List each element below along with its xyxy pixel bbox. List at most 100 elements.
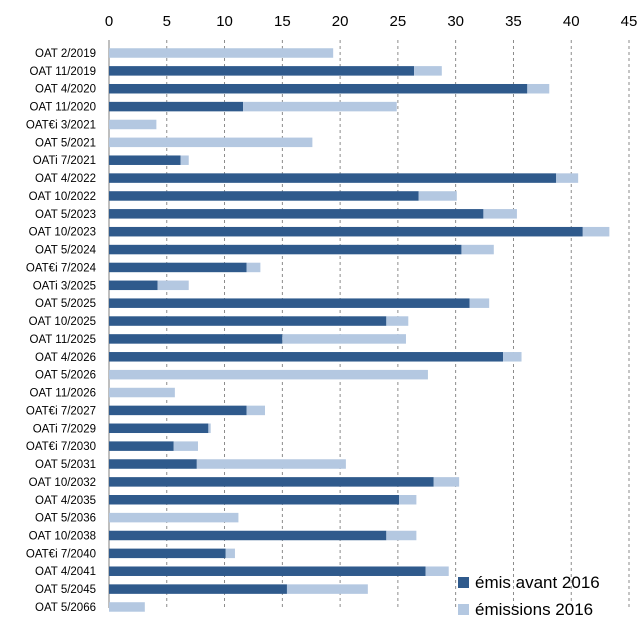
bar-segment-emis-avant-2016	[109, 352, 504, 362]
x-tick-label: 40	[563, 13, 580, 30]
legend-swatch	[458, 604, 469, 615]
bar-segment-emissions-2016	[282, 334, 406, 344]
bar-segment-emis-avant-2016	[109, 441, 174, 451]
bar-segment-emissions-2016	[418, 191, 457, 201]
x-tick-label: 25	[390, 13, 407, 30]
legend-swatch	[458, 577, 469, 588]
bar-segment-emissions-2016	[196, 459, 346, 469]
bar-segment-emissions-2016	[386, 316, 409, 326]
category-label: OAT 11/2020	[30, 102, 97, 114]
bar-segment-emissions-2016	[556, 173, 579, 183]
bar-segment-emissions-2016	[225, 548, 235, 559]
bar-segment-emissions-2016	[425, 566, 449, 576]
bar-segment-emissions-2016	[286, 584, 368, 594]
bar-segment-emissions-2016	[180, 155, 189, 165]
bar-segment-emissions-2016	[109, 387, 175, 398]
category-label: OAT 10/2022	[29, 191, 96, 203]
category-label: OAT€i 7/2030	[26, 441, 96, 453]
category-label: OAT 5/2025	[35, 298, 96, 310]
category-label: OAT 11/2026	[30, 388, 97, 400]
category-label: OAT 5/2036	[35, 513, 96, 525]
category-label: OAT€i 7/2040	[26, 548, 96, 560]
bar-segment-emissions-2016	[109, 602, 145, 612]
category-label: OAT 5/2045	[35, 584, 96, 596]
bar-layer	[109, 48, 610, 612]
category-label: OAT 5/2026	[35, 370, 96, 382]
bar-segment-emis-avant-2016	[109, 226, 583, 237]
bar-segment-emissions-2016	[399, 495, 417, 505]
category-labels: OAT 2/2019 OAT 11/2019 OAT 4/2020 OAT 11/20…	[26, 48, 97, 614]
bar-segment-emissions-2016	[243, 101, 397, 112]
bar-segment-emis-avant-2016	[109, 459, 197, 469]
x-tick-label: 10	[216, 13, 233, 30]
bar-segment-emis-avant-2016	[109, 530, 387, 541]
category-label: OAT 4/2020	[35, 84, 96, 96]
x-tick-label: 45	[621, 13, 638, 30]
x-tick-label: 20	[332, 13, 349, 30]
category-label: OAT€i 7/2024	[26, 262, 97, 274]
bar-segment-emissions-2016	[461, 244, 494, 255]
category-label: OAT 4/2022	[35, 173, 96, 185]
category-label: OAT 10/2023	[29, 227, 96, 239]
bar-segment-emis-avant-2016	[109, 423, 209, 434]
legend-label: émissions 2016	[475, 600, 593, 618]
bar-segment-emis-avant-2016	[109, 101, 244, 112]
category-label: OAT 5/2021	[35, 137, 96, 149]
bar-segment-emissions-2016	[582, 226, 610, 237]
category-label: OAT 10/2025	[29, 316, 96, 328]
bar-segment-emissions-2016	[483, 209, 517, 219]
category-label: OAT 10/2032	[29, 477, 96, 489]
bar-segment-emissions-2016	[469, 298, 490, 308]
category-label: OAT€i 7/2027	[26, 405, 96, 417]
bar-segment-emissions-2016	[433, 477, 460, 487]
category-label: OAT 11/2025	[30, 334, 97, 346]
bar-segment-emis-avant-2016	[109, 584, 287, 594]
bar-segment-emissions-2016	[109, 48, 334, 58]
bar-segment-emis-avant-2016	[109, 548, 226, 559]
category-label: OAT 4/2035	[35, 495, 96, 507]
bar-segment-emissions-2016	[208, 423, 211, 434]
category-label: OAT 2/2019	[35, 48, 96, 60]
category-label: OAT 11/2019	[30, 66, 97, 78]
bar-segment-emis-avant-2016	[109, 566, 426, 576]
category-label: OAT 4/2026	[35, 352, 96, 364]
bar-segment-emis-avant-2016	[109, 155, 181, 165]
category-label: OATi 3/2025	[33, 280, 96, 292]
x-tick-label: 35	[505, 13, 522, 30]
bar-segment-emissions-2016	[503, 352, 522, 362]
bar-segment-emissions-2016	[173, 441, 198, 451]
bar-segment-emissions-2016	[246, 405, 265, 416]
bar-segment-emis-avant-2016	[109, 298, 470, 308]
bar-segment-emis-avant-2016	[109, 334, 283, 344]
bar-segment-emissions-2016	[527, 83, 550, 94]
bar-segment-emis-avant-2016	[109, 262, 247, 273]
category-label: OAT 4/2041	[35, 566, 96, 578]
x-tick-label: 0	[105, 13, 113, 30]
x-tick-label: 5	[163, 13, 171, 30]
category-label: OAT 5/2023	[35, 209, 96, 221]
bar-segment-emis-avant-2016	[109, 209, 484, 219]
category-label: OAT 5/2024	[35, 245, 97, 257]
bar-segment-emissions-2016	[157, 280, 189, 291]
x-tick-label: 15	[274, 13, 291, 30]
bar-segment-emissions-2016	[386, 530, 417, 541]
category-label: OAT 10/2038	[29, 530, 96, 542]
category-label: OATi 7/2029	[33, 423, 96, 435]
bar-segment-emis-avant-2016	[109, 280, 158, 291]
bar-segment-emissions-2016	[109, 512, 239, 523]
legend: émis avant 2016 émissions 2016	[458, 573, 600, 618]
bar-segment-emissions-2016	[109, 119, 157, 130]
bar-segment-emis-avant-2016	[109, 244, 462, 255]
bar-segment-emis-avant-2016	[109, 191, 419, 201]
legend-label: émis avant 2016	[475, 573, 600, 592]
x-tick-label: 30	[447, 13, 464, 30]
category-label: OAT 5/2031	[35, 459, 96, 471]
bar-segment-emis-avant-2016	[109, 316, 387, 326]
category-label: OAT€i 3/2021	[26, 119, 96, 131]
category-label: OAT 5/2066	[35, 602, 96, 614]
bar-segment-emis-avant-2016	[109, 495, 400, 505]
bar-segment-emissions-2016	[414, 66, 442, 76]
bar-segment-emis-avant-2016	[109, 83, 528, 94]
